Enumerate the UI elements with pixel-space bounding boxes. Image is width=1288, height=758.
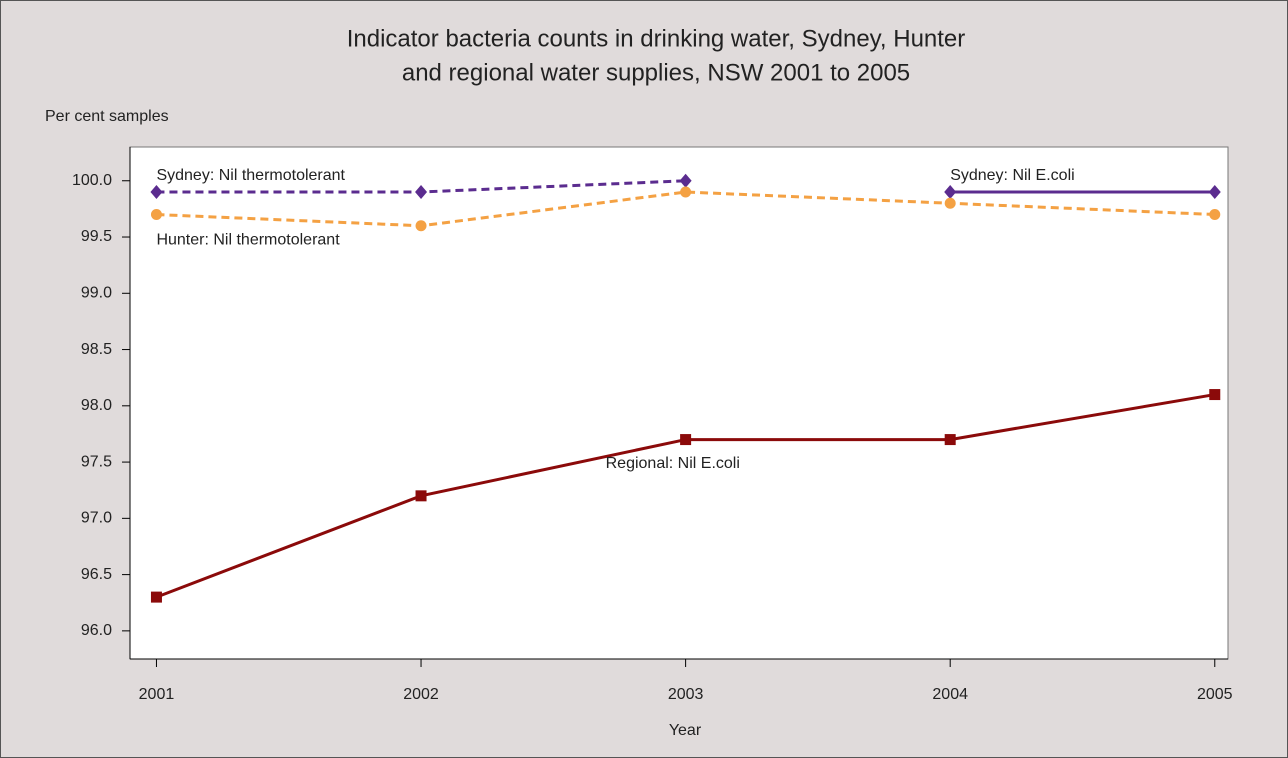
y-tick-label: 96.5 <box>81 566 112 583</box>
series-label: Sydney: Nil E.coli <box>950 167 1075 184</box>
series-label: Hunter: Nil thermotolerant <box>156 232 340 249</box>
y-tick-label: 99.0 <box>81 285 112 302</box>
plot-area <box>129 146 1229 660</box>
marker <box>150 591 162 603</box>
marker <box>415 220 427 232</box>
marker <box>944 185 957 200</box>
marker <box>150 185 163 200</box>
chart-title: Indicator bacteria counts in drinking wa… <box>347 25 966 52</box>
y-tick-label: 96.0 <box>81 622 112 639</box>
marker <box>1209 209 1221 221</box>
y-tick-label: 97.5 <box>81 453 112 470</box>
marker <box>415 490 427 502</box>
x-tick-label: 2005 <box>1197 686 1233 703</box>
series-label: Regional: Nil E.coli <box>606 455 740 472</box>
x-tick-label: 2004 <box>932 686 968 703</box>
x-tick-label: 2001 <box>139 686 175 703</box>
chart-title: and regional water supplies, NSW 2001 to… <box>402 59 910 86</box>
y-tick-label: 100.0 <box>72 172 112 189</box>
y-tick-label: 97.0 <box>81 510 112 527</box>
marker <box>1208 185 1221 200</box>
marker <box>944 434 956 446</box>
series-line <box>156 190 1215 228</box>
marker <box>944 197 956 209</box>
marker <box>680 186 692 198</box>
y-tick-label: 98.0 <box>81 397 112 414</box>
marker <box>150 209 162 221</box>
series-label: Sydney: Nil thermotolerant <box>156 167 345 184</box>
marker <box>415 185 428 200</box>
x-tick-label: 2003 <box>668 686 704 703</box>
y-tick-label: 99.5 <box>81 228 112 245</box>
x-tick-label: 2002 <box>403 686 439 703</box>
marker <box>680 434 692 446</box>
y-tick-label: 98.5 <box>81 341 112 358</box>
marker <box>679 173 692 188</box>
marker <box>1209 389 1221 401</box>
y-axis-title: Per cent samples <box>45 108 169 125</box>
x-axis-title: Year <box>669 722 702 739</box>
